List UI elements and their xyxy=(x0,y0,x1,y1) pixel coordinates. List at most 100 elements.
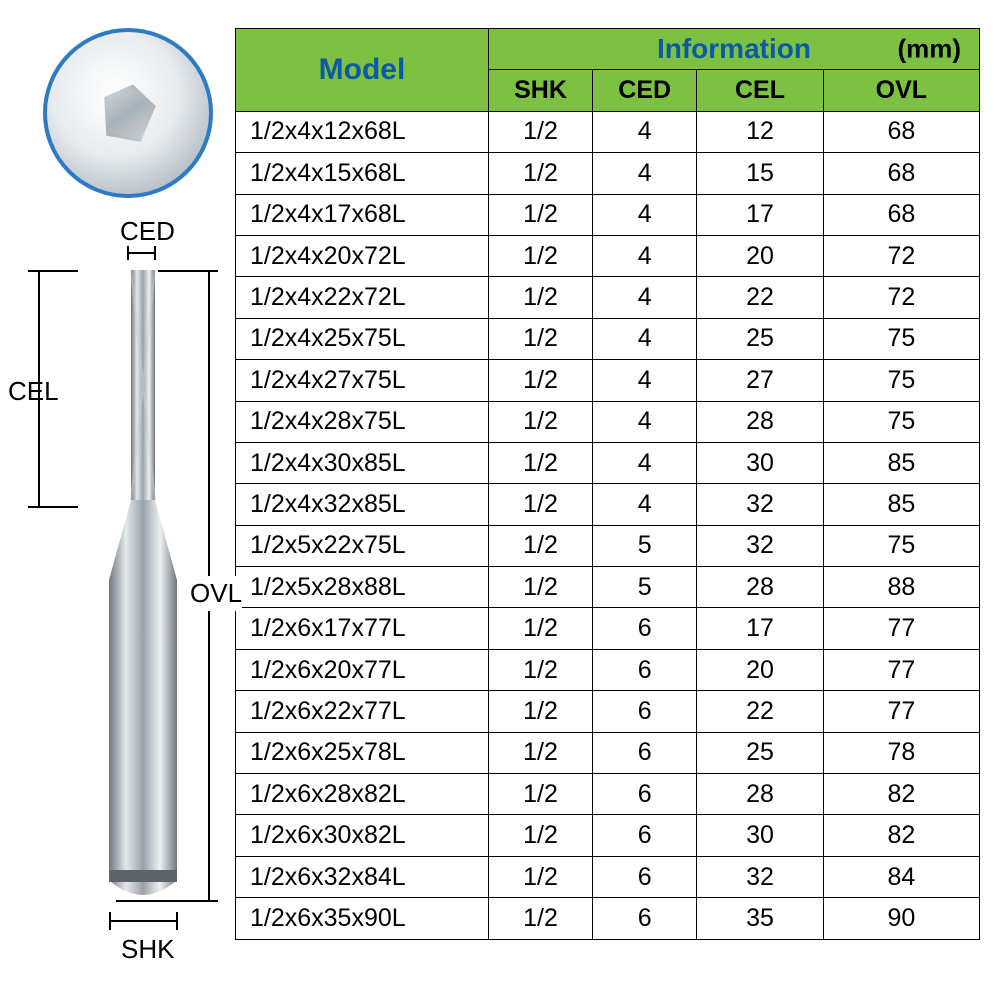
cell-shk: 1/2 xyxy=(488,608,592,649)
table-row: 1/2x6x28x82L1/262882 xyxy=(236,774,980,815)
cell-cel: 28 xyxy=(697,401,823,442)
cell-model: 1/2x4x27x75L xyxy=(236,360,489,401)
cell-ovl: 68 xyxy=(823,111,979,152)
cell-cel: 15 xyxy=(697,153,823,194)
cell-ovl: 85 xyxy=(823,442,979,483)
cell-ced: 4 xyxy=(593,318,697,359)
cell-ced: 6 xyxy=(593,856,697,897)
cell-shk: 1/2 xyxy=(488,153,592,194)
cell-cel: 32 xyxy=(697,856,823,897)
cell-model: 1/2x6x28x82L xyxy=(236,774,489,815)
cell-ovl: 90 xyxy=(823,898,979,939)
cell-ovl: 77 xyxy=(823,691,979,732)
cell-ovl: 75 xyxy=(823,360,979,401)
cell-shk: 1/2 xyxy=(488,235,592,276)
table-row: 1/2x4x32x85L1/243285 xyxy=(236,484,980,525)
cell-ced: 5 xyxy=(593,567,697,608)
cell-ovl: 75 xyxy=(823,401,979,442)
cell-cel: 22 xyxy=(697,691,823,732)
table-row: 1/2x4x25x75L1/242575 xyxy=(236,318,980,359)
table-row: 1/2x4x28x75L1/242875 xyxy=(236,401,980,442)
cell-model: 1/2x4x25x75L xyxy=(236,318,489,359)
table-row: 1/2x5x22x75L1/253275 xyxy=(236,525,980,566)
cell-cel: 28 xyxy=(697,774,823,815)
cell-model: 1/2x5x28x88L xyxy=(236,567,489,608)
cell-cel: 30 xyxy=(697,442,823,483)
tool-diagram: CED xyxy=(8,216,223,960)
cell-ovl: 77 xyxy=(823,649,979,690)
table-row: 1/2x4x15x68L1/241568 xyxy=(236,153,980,194)
cell-shk: 1/2 xyxy=(488,567,592,608)
spec-table-container: Model Information (mm) SHK CED CEL OVL 1… xyxy=(235,28,980,960)
cell-model: 1/2x4x32x85L xyxy=(236,484,489,525)
cell-ovl: 68 xyxy=(823,153,979,194)
cell-model: 1/2x4x20x72L xyxy=(236,235,489,276)
cell-model: 1/2x4x15x68L xyxy=(236,153,489,194)
table-body: 1/2x4x12x68L1/2412681/2x4x15x68L1/241568… xyxy=(236,111,980,939)
cell-shk: 1/2 xyxy=(488,277,592,318)
table-row: 1/2x4x27x75L1/242775 xyxy=(236,360,980,401)
cell-cel: 20 xyxy=(697,235,823,276)
cell-shk: 1/2 xyxy=(488,401,592,442)
table-row: 1/2x6x32x84L1/263284 xyxy=(236,856,980,897)
label-shk: SHK xyxy=(121,934,174,965)
header-unit: (mm) xyxy=(897,34,961,65)
subheader-cel: CEL xyxy=(697,70,823,111)
cell-shk: 1/2 xyxy=(488,194,592,235)
cell-model: 1/2x4x30x85L xyxy=(236,442,489,483)
cell-cel: 22 xyxy=(697,277,823,318)
cell-cel: 30 xyxy=(697,815,823,856)
cell-shk: 1/2 xyxy=(488,484,592,525)
cell-model: 1/2x6x17x77L xyxy=(236,608,489,649)
cell-model: 1/2x6x25x78L xyxy=(236,732,489,773)
cell-model: 1/2x4x12x68L xyxy=(236,111,489,152)
cell-ced: 4 xyxy=(593,401,697,442)
cell-model: 1/2x4x17x68L xyxy=(236,194,489,235)
cell-ced: 4 xyxy=(593,484,697,525)
cell-ovl: 75 xyxy=(823,318,979,359)
cell-shk: 1/2 xyxy=(488,856,592,897)
cell-ced: 4 xyxy=(593,277,697,318)
cell-model: 1/2x4x28x75L xyxy=(236,401,489,442)
cell-cel: 20 xyxy=(697,649,823,690)
label-ced: CED xyxy=(120,216,175,247)
table-row: 1/2x6x30x82L1/263082 xyxy=(236,815,980,856)
tool-tip-closeup xyxy=(43,28,213,198)
cell-ced: 4 xyxy=(593,111,697,152)
cell-cel: 27 xyxy=(697,360,823,401)
cell-ovl: 75 xyxy=(823,525,979,566)
cell-ced: 4 xyxy=(593,153,697,194)
cell-ced: 6 xyxy=(593,732,697,773)
cell-ovl: 82 xyxy=(823,815,979,856)
header-information: Information (mm) xyxy=(488,29,979,70)
cell-shk: 1/2 xyxy=(488,525,592,566)
cell-cel: 25 xyxy=(697,318,823,359)
cell-model: 1/2x6x30x82L xyxy=(236,815,489,856)
subheader-ovl: OVL xyxy=(823,70,979,111)
cell-model: 1/2x5x22x75L xyxy=(236,525,489,566)
table-row: 1/2x6x20x77L1/262077 xyxy=(236,649,980,690)
cell-shk: 1/2 xyxy=(488,815,592,856)
header-info-text: Information xyxy=(657,33,811,64)
cell-model: 1/2x4x22x72L xyxy=(236,277,489,318)
cell-ced: 4 xyxy=(593,235,697,276)
cell-shk: 1/2 xyxy=(488,732,592,773)
cell-model: 1/2x6x32x84L xyxy=(236,856,489,897)
cell-shk: 1/2 xyxy=(488,318,592,359)
cell-cel: 28 xyxy=(697,567,823,608)
table-row: 1/2x6x25x78L1/262578 xyxy=(236,732,980,773)
subheader-shk: SHK xyxy=(488,70,592,111)
cell-ovl: 72 xyxy=(823,277,979,318)
cell-cel: 17 xyxy=(697,194,823,235)
cell-cel: 12 xyxy=(697,111,823,152)
label-cel: CEL xyxy=(8,376,59,407)
cell-cel: 35 xyxy=(697,898,823,939)
cell-ced: 6 xyxy=(593,691,697,732)
cell-cel: 32 xyxy=(697,525,823,566)
cell-shk: 1/2 xyxy=(488,360,592,401)
diagram-column: CED xyxy=(8,28,223,960)
table-row: 1/2x4x20x72L1/242072 xyxy=(236,235,980,276)
table-row: 1/2x4x30x85L1/243085 xyxy=(236,442,980,483)
cell-ced: 6 xyxy=(593,815,697,856)
table-row: 1/2x6x17x77L1/261777 xyxy=(236,608,980,649)
